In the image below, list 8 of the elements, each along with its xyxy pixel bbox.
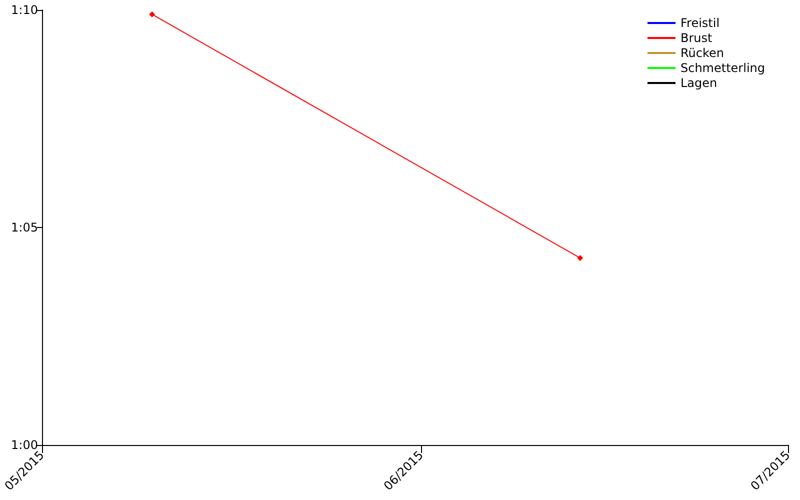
legend-label: Freistil — [680, 16, 720, 30]
y-tick-label: 1:00 — [11, 438, 38, 452]
legend-label: Rücken — [680, 46, 724, 60]
y-tick-label: 1:10 — [11, 3, 38, 17]
legend-label: Schmetterling — [680, 61, 766, 75]
legend-label: Lagen — [680, 76, 718, 90]
legend-label: Brust — [680, 31, 713, 45]
y-tick-label: 1:05 — [11, 220, 38, 234]
